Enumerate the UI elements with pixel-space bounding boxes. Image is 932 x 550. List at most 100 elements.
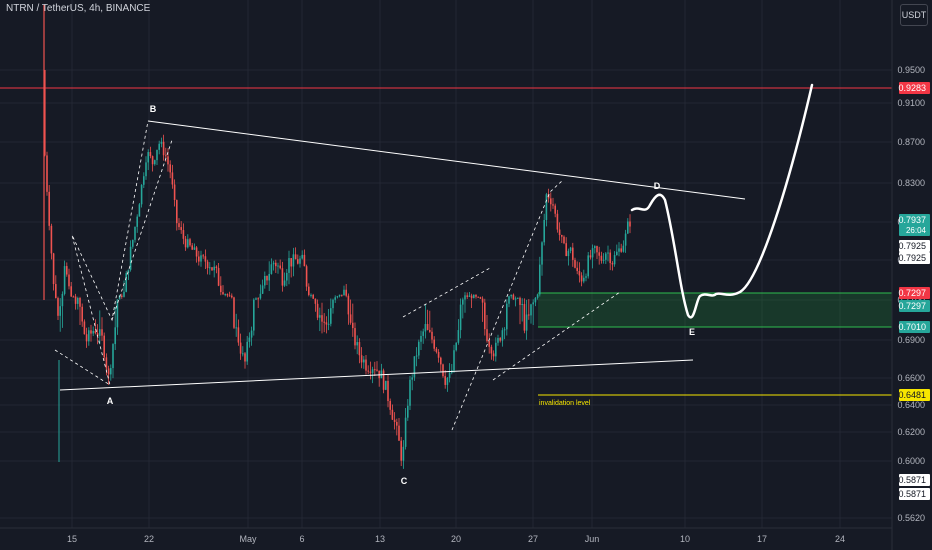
candle bbox=[567, 248, 570, 266]
candle-body bbox=[369, 371, 372, 373]
candle-body bbox=[134, 226, 136, 240]
price-label-value: 0.5871 bbox=[898, 489, 926, 499]
candle-body bbox=[492, 353, 495, 357]
candle bbox=[418, 339, 420, 359]
upper-trendline bbox=[147, 120, 746, 200]
candle bbox=[424, 303, 427, 339]
price-label-value: 0.7297 bbox=[898, 288, 926, 298]
candle bbox=[457, 319, 460, 345]
candle-body bbox=[160, 141, 163, 144]
candles bbox=[44, 70, 631, 469]
candle-body bbox=[116, 299, 119, 328]
candle-body bbox=[479, 297, 482, 299]
candle-body bbox=[402, 446, 405, 461]
price-label-value: 0.7937 bbox=[898, 215, 926, 225]
candle-body bbox=[349, 314, 352, 323]
candle bbox=[521, 298, 523, 322]
candle bbox=[389, 398, 391, 415]
candle-body bbox=[88, 330, 90, 342]
candle-body bbox=[145, 162, 147, 177]
candle bbox=[187, 234, 189, 249]
candle bbox=[99, 310, 101, 345]
candle bbox=[198, 250, 200, 266]
candle bbox=[369, 361, 372, 380]
candle bbox=[178, 218, 180, 231]
candle-body bbox=[94, 330, 97, 334]
candle-body bbox=[554, 205, 556, 214]
candle-body bbox=[620, 248, 622, 252]
price-label: 0.7010 bbox=[898, 321, 930, 333]
candle bbox=[255, 297, 257, 300]
candle-body bbox=[125, 273, 127, 292]
candle bbox=[308, 283, 310, 297]
candle bbox=[385, 380, 387, 391]
x-tick-label: Jun bbox=[585, 534, 600, 544]
candle-body bbox=[517, 297, 519, 299]
candle bbox=[464, 292, 466, 313]
candle-body bbox=[283, 280, 286, 286]
candle-body bbox=[61, 293, 64, 307]
candle bbox=[147, 149, 149, 171]
wave-label-d: D bbox=[654, 181, 661, 191]
candle-body bbox=[444, 376, 446, 385]
candle-body bbox=[422, 331, 424, 336]
candle-body bbox=[409, 379, 411, 406]
candle bbox=[237, 319, 240, 346]
candle bbox=[558, 222, 561, 241]
candle bbox=[488, 333, 490, 354]
candle-body bbox=[499, 338, 501, 341]
candle-body bbox=[484, 302, 486, 330]
candle bbox=[508, 295, 510, 308]
price-label-countdown: 26:04 bbox=[906, 226, 927, 235]
candle bbox=[387, 374, 389, 408]
candle-body bbox=[149, 152, 152, 157]
candle-body bbox=[534, 297, 537, 303]
candle-body bbox=[495, 342, 497, 357]
candle bbox=[182, 223, 185, 245]
candle-body bbox=[611, 263, 614, 265]
wave-label-e: E bbox=[689, 327, 695, 337]
candle-body bbox=[156, 149, 158, 161]
candle bbox=[523, 298, 526, 334]
candle-body bbox=[231, 295, 233, 298]
grid-lines bbox=[0, 0, 892, 528]
candle bbox=[605, 251, 607, 264]
candle bbox=[556, 209, 559, 233]
candle bbox=[44, 70, 46, 157]
candle-body bbox=[459, 304, 462, 331]
candle bbox=[292, 247, 295, 277]
price-label: 0.7297 bbox=[898, 287, 930, 299]
wave-label-b: B bbox=[150, 104, 157, 114]
candle bbox=[506, 299, 508, 336]
candle bbox=[290, 258, 292, 278]
candle-body bbox=[275, 262, 277, 267]
quote-currency-button[interactable]: USDT bbox=[900, 4, 928, 26]
wave-c-channel-dashed bbox=[402, 267, 491, 318]
candle bbox=[297, 254, 299, 265]
candle bbox=[257, 297, 259, 309]
candle-body bbox=[501, 330, 504, 341]
candle-body bbox=[385, 380, 387, 390]
candle-body bbox=[301, 254, 303, 259]
candle-body bbox=[424, 323, 427, 332]
candle-body bbox=[266, 275, 268, 281]
candle bbox=[279, 259, 281, 270]
candle bbox=[627, 218, 629, 235]
candle-body bbox=[217, 268, 220, 286]
candle bbox=[281, 261, 284, 292]
wave-label-a: A bbox=[107, 396, 114, 406]
candle-body bbox=[244, 353, 246, 362]
candle-body bbox=[195, 247, 198, 257]
y-tick-label: 0.8300 bbox=[897, 178, 925, 188]
candle-body bbox=[147, 152, 149, 163]
candle bbox=[519, 296, 521, 325]
candle-body bbox=[552, 204, 554, 206]
candle-body bbox=[565, 243, 567, 257]
candle-body bbox=[431, 331, 433, 340]
candle-body bbox=[237, 327, 240, 343]
candle bbox=[541, 241, 543, 276]
price-label-box bbox=[899, 240, 930, 252]
candle bbox=[224, 293, 226, 297]
